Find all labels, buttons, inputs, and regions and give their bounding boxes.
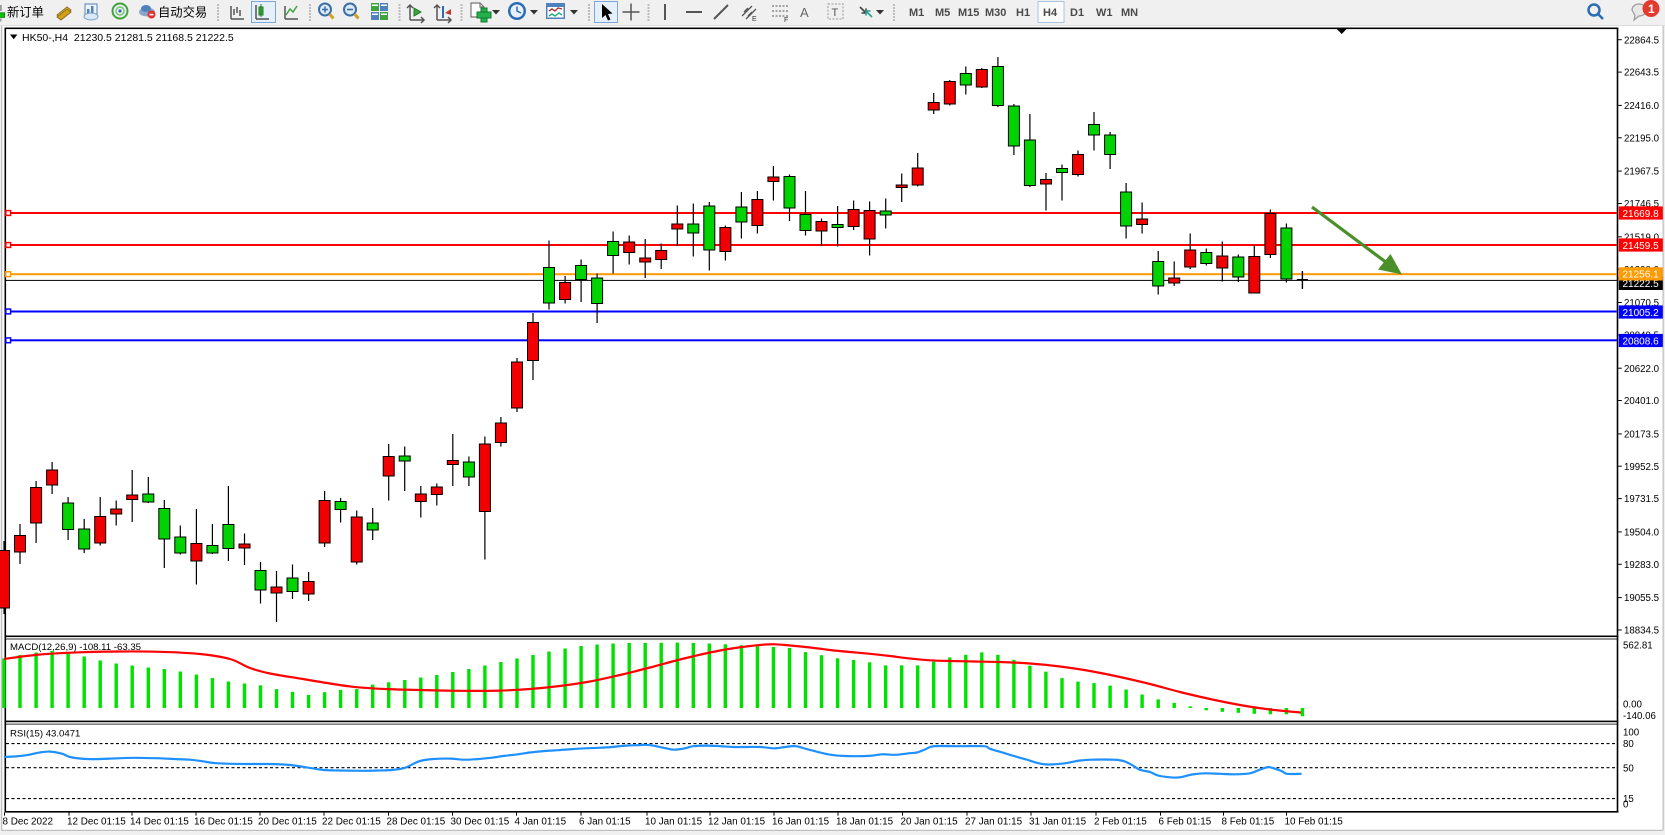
svg-text:4 Jan 01:15: 4 Jan 01:15: [515, 817, 567, 828]
svg-text:MACD(12,26,9) -108.11 -63.35: MACD(12,26,9) -108.11 -63.35: [10, 642, 141, 653]
svg-text:8 Dec 2022: 8 Dec 2022: [3, 817, 54, 828]
svg-text:50: 50: [1623, 763, 1634, 774]
svg-text:19504.0: 19504.0: [1624, 528, 1660, 539]
svg-text:21222.5: 21222.5: [1623, 279, 1660, 290]
svg-text:20 Jan 01:15: 20 Jan 01:15: [901, 817, 959, 828]
svg-text:M1: M1: [909, 7, 924, 19]
svg-text:10 Jan 01:15: 10 Jan 01:15: [645, 817, 703, 828]
svg-text:18834.5: 18834.5: [1624, 626, 1659, 637]
svg-text:M30: M30: [985, 7, 1006, 19]
svg-text:20173.5: 20173.5: [1624, 430, 1659, 441]
svg-text:21459.5: 21459.5: [1623, 241, 1660, 252]
svg-text:21070.5: 21070.5: [1624, 298, 1659, 309]
svg-text:自动交易: 自动交易: [158, 5, 207, 20]
svg-text:M15: M15: [958, 7, 979, 19]
svg-text:12 Jan 01:15: 12 Jan 01:15: [708, 817, 766, 828]
svg-text:21005.2: 21005.2: [1623, 308, 1660, 319]
svg-text:21256.1: 21256.1: [1623, 270, 1660, 281]
svg-text:T: T: [832, 7, 839, 19]
svg-text:22864.5: 22864.5: [1624, 35, 1659, 46]
svg-text:15: 15: [1623, 794, 1634, 805]
svg-text:21519.0: 21519.0: [1624, 232, 1660, 243]
svg-text:80: 80: [1623, 739, 1634, 750]
svg-text:M5: M5: [935, 7, 950, 19]
svg-text:10 Feb 01:15: 10 Feb 01:15: [1285, 817, 1344, 828]
svg-text:E: E: [752, 16, 757, 23]
svg-text:22 Dec 01:15: 22 Dec 01:15: [322, 817, 381, 828]
svg-text:6 Jan 01:15: 6 Jan 01:15: [579, 817, 631, 828]
svg-text:8 Feb 01:15: 8 Feb 01:15: [1222, 817, 1275, 828]
svg-text:19731.5: 19731.5: [1624, 494, 1659, 505]
svg-text:100: 100: [1623, 728, 1640, 739]
svg-text:14 Dec 01:15: 14 Dec 01:15: [130, 817, 189, 828]
svg-text:0.00: 0.00: [1623, 700, 1642, 711]
svg-text:22643.5: 22643.5: [1624, 68, 1659, 79]
svg-text:16 Dec 01:15: 16 Dec 01:15: [194, 817, 253, 828]
svg-text:W1: W1: [1096, 7, 1113, 19]
svg-text:RSI(15) 43.0471: RSI(15) 43.0471: [10, 729, 80, 740]
svg-text:22416.0: 22416.0: [1624, 101, 1660, 112]
svg-text:20622.0: 20622.0: [1624, 364, 1660, 375]
svg-text:MN: MN: [1121, 7, 1138, 19]
svg-text:0: 0: [1623, 800, 1629, 811]
svg-text:22195.0: 22195.0: [1624, 133, 1660, 144]
svg-text:12 Dec 01:15: 12 Dec 01:15: [67, 817, 126, 828]
svg-text:562.81: 562.81: [1623, 641, 1653, 652]
svg-text:31 Jan 01:15: 31 Jan 01:15: [1029, 817, 1087, 828]
svg-text:D1: D1: [1070, 7, 1084, 19]
svg-text:21746.5: 21746.5: [1624, 199, 1659, 210]
svg-text:19055.5: 19055.5: [1624, 593, 1659, 604]
svg-text:19283.0: 19283.0: [1624, 560, 1660, 571]
svg-text:H4: H4: [1043, 7, 1058, 19]
svg-text:18 Jan 01:15: 18 Jan 01:15: [836, 817, 894, 828]
svg-text:16 Jan 01:15: 16 Jan 01:15: [772, 817, 830, 828]
svg-text:-140.06: -140.06: [1623, 711, 1656, 722]
svg-text:1: 1: [1648, 2, 1655, 16]
svg-text:21669.8: 21669.8: [1623, 209, 1660, 220]
svg-text:F: F: [784, 17, 788, 24]
svg-text:A: A: [800, 5, 809, 20]
svg-text:新订单: 新订单: [7, 5, 44, 20]
svg-text:27 Jan 01:15: 27 Jan 01:15: [965, 817, 1023, 828]
svg-text:20 Dec 01:15: 20 Dec 01:15: [258, 817, 317, 828]
svg-text:2 Feb 01:15: 2 Feb 01:15: [1094, 817, 1147, 828]
svg-text:30 Dec 01:15: 30 Dec 01:15: [451, 817, 510, 828]
svg-text:20401.0: 20401.0: [1624, 396, 1660, 407]
svg-text:20808.6: 20808.6: [1623, 336, 1660, 347]
svg-text:28 Dec 01:15: 28 Dec 01:15: [387, 817, 446, 828]
svg-text:19952.5: 19952.5: [1624, 462, 1659, 473]
svg-text:H1: H1: [1016, 7, 1030, 19]
svg-text:21967.5: 21967.5: [1624, 167, 1659, 178]
svg-text:6 Feb 01:15: 6 Feb 01:15: [1159, 817, 1212, 828]
svg-text:HK50-,H4 21230.5 21281.5 2116: HK50-,H4 21230.5 21281.5 21168.5 21222.5: [22, 32, 234, 44]
